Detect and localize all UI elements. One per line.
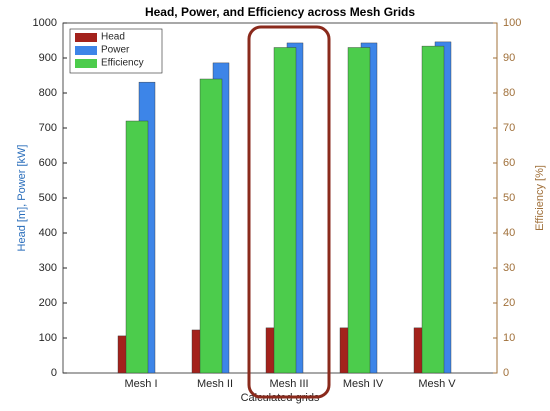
chart-title: Head, Power, and Efficiency across Mesh … (145, 5, 415, 19)
y-tick-label: 200 (39, 297, 57, 309)
y-tick-label: 600 (39, 157, 57, 169)
y2-tick-label: 60 (503, 157, 515, 169)
y-tick-label: 700 (39, 122, 57, 134)
y2-tick-label: 80 (503, 87, 515, 99)
legend-label: Efficiency (101, 58, 144, 69)
bar (125, 120, 149, 374)
y2-axis-title: Efficiency [%] (534, 165, 546, 231)
y2-tick-label: 50 (503, 192, 515, 204)
x-tick-label: Mesh II (197, 378, 233, 390)
y-tick-label: 300 (39, 262, 57, 274)
bar (347, 47, 371, 374)
legend-swatch (75, 59, 97, 68)
bar (191, 329, 202, 374)
bar (117, 335, 128, 374)
x-tick-label: Mesh IV (343, 378, 384, 390)
bar (265, 327, 276, 374)
y-tick-label: 1000 (33, 17, 57, 29)
y-tick-label: 0 (51, 367, 57, 379)
bar (421, 45, 445, 374)
bar (273, 47, 297, 374)
legend-swatch (75, 46, 97, 55)
y2-tick-label: 30 (503, 262, 515, 274)
highlight-box (247, 25, 331, 399)
x-tick-label: Mesh III (269, 378, 308, 390)
y2-tick-label: 20 (503, 297, 515, 309)
x-tick-label: Mesh V (418, 378, 456, 390)
y-axis-title: Head [m], Power [kW] (16, 145, 28, 252)
y2-tick-label: 40 (503, 227, 515, 239)
y2-tick-label: 90 (503, 52, 515, 64)
bar (339, 327, 350, 374)
legend-label: Power (101, 45, 130, 56)
y-tick-label: 400 (39, 227, 57, 239)
y-tick-label: 100 (39, 332, 57, 344)
legend-swatch (75, 33, 97, 42)
y2-tick-label: 0 (503, 367, 509, 379)
y-tick-label: 800 (39, 87, 57, 99)
bar (199, 78, 223, 374)
y-tick-label: 900 (39, 52, 57, 64)
y2-tick-label: 100 (503, 17, 521, 29)
bar (413, 327, 424, 374)
legend-label: Head (101, 32, 125, 43)
x-tick-label: Mesh I (124, 378, 157, 390)
y2-tick-label: 10 (503, 332, 515, 344)
y2-tick-label: 70 (503, 122, 515, 134)
y-tick-label: 500 (39, 192, 57, 204)
